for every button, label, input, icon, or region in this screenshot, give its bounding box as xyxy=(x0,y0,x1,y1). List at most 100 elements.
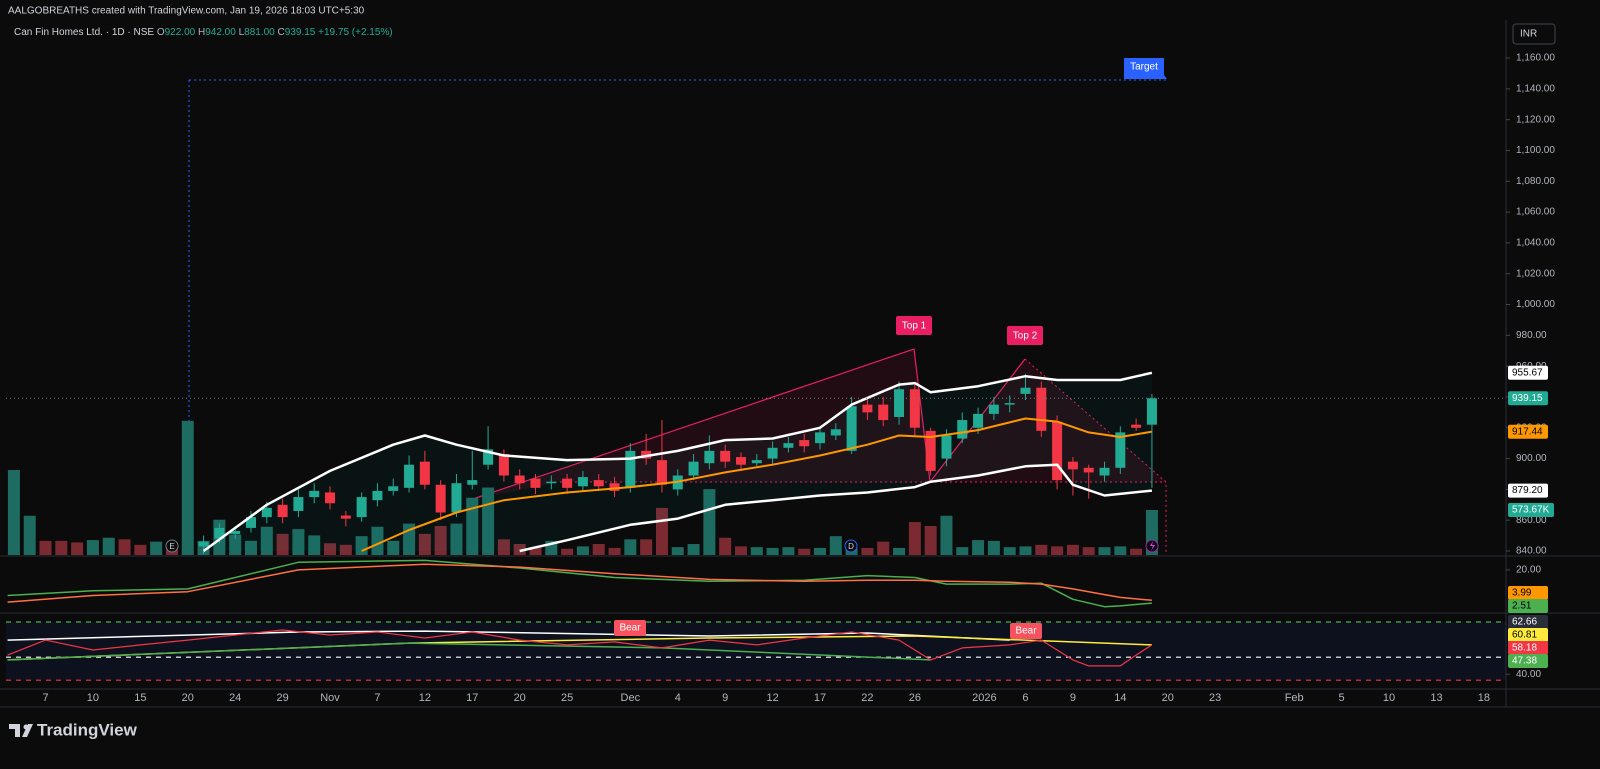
volume-bar xyxy=(450,523,463,555)
event-icon[interactable] xyxy=(165,539,179,553)
volume-bar xyxy=(134,544,147,555)
candle-body xyxy=(435,484,446,513)
volume-bar xyxy=(292,529,305,555)
y-tick-label: 1,000.00 xyxy=(1516,299,1555,310)
candle-body xyxy=(1004,403,1015,405)
candle-body xyxy=(656,460,667,485)
annotation: Bear xyxy=(1015,626,1037,637)
event-icon[interactable] xyxy=(844,539,858,553)
x-tick-label: 4 xyxy=(675,692,681,704)
candle-body xyxy=(230,530,241,535)
last-value-label: 58.18 xyxy=(1512,643,1537,654)
annotation-box xyxy=(614,620,646,636)
volume-bar xyxy=(687,544,700,555)
candle-body xyxy=(293,497,304,511)
candle-body xyxy=(562,478,573,488)
volume-bar xyxy=(86,540,99,555)
event-icon-text[interactable]: D xyxy=(848,542,854,551)
candle-body xyxy=(340,515,351,519)
last-value-box xyxy=(1508,614,1548,629)
volume-bar xyxy=(434,525,447,555)
candle-body xyxy=(1115,432,1126,468)
volume-bar xyxy=(671,547,684,555)
currency[interactable]: INR xyxy=(1520,29,1537,40)
volume-bar xyxy=(513,544,526,555)
volume-bar xyxy=(640,539,653,555)
candle-body xyxy=(830,429,841,436)
candle-body xyxy=(609,483,620,491)
candle-body xyxy=(720,450,731,462)
y-tick-label: 980.00 xyxy=(1516,330,1547,341)
volume-bar xyxy=(229,534,242,555)
axis-labels: 7 10 15 20 24 29 Nov 7 12 17 20 25 Dec 4 9 12 17 22 26 2026… xyxy=(42,53,1555,704)
last-value-box xyxy=(1508,653,1548,668)
candle-body xyxy=(309,490,320,498)
volume-bar xyxy=(766,547,779,555)
candle-body xyxy=(846,406,857,451)
volume-bar xyxy=(339,544,352,555)
symbol-legend: Can Fin Homes Ltd. · 1D · NSE O922.00 H9… xyxy=(14,27,393,38)
candle-body xyxy=(1099,467,1110,476)
candle-body xyxy=(688,461,699,476)
volume-bar xyxy=(1019,546,1032,555)
candle-body xyxy=(909,389,920,428)
y-tick-label: 1,160.00 xyxy=(1516,53,1555,64)
volume-bar xyxy=(497,539,510,555)
volume-bar xyxy=(1082,547,1095,555)
oscillator-pane xyxy=(7,559,1152,608)
candle-body xyxy=(514,475,525,484)
candle-body xyxy=(372,490,383,501)
x-tick-label: 15 xyxy=(134,692,146,704)
y-tick-label: 900.00 xyxy=(1516,453,1547,464)
volume-bar xyxy=(908,522,921,555)
volume-bar xyxy=(956,547,969,555)
volume-bar xyxy=(814,547,827,555)
volume-bar xyxy=(608,547,621,555)
x-tick-label: 12 xyxy=(419,692,431,704)
volume-bar xyxy=(719,537,732,555)
y-tick-label: 1,060.00 xyxy=(1516,207,1555,218)
candle-body xyxy=(1036,387,1047,431)
x-tick-label: Feb xyxy=(1285,692,1304,704)
candle-body xyxy=(245,517,256,528)
candle-body xyxy=(277,504,288,518)
y-tick-label: 860.00 xyxy=(1516,515,1547,526)
annotation: Top 1 xyxy=(902,321,927,332)
volume-bar xyxy=(893,547,906,555)
volume-bar xyxy=(1003,547,1016,555)
y-tick-label: 40.00 xyxy=(1516,669,1541,680)
indicator-line xyxy=(7,642,931,661)
currency-button[interactable] xyxy=(1512,23,1556,45)
candle-body xyxy=(261,507,272,518)
event-icon-text[interactable]: E xyxy=(169,542,174,551)
indicator-line xyxy=(7,629,1153,667)
x-tick-label: 7 xyxy=(374,692,380,704)
y-tick-label: 1,080.00 xyxy=(1516,176,1555,187)
x-tick-label: 13 xyxy=(1430,692,1442,704)
indicator-line xyxy=(519,463,1153,553)
x-tick-label: 26 xyxy=(909,692,921,704)
price-pane xyxy=(6,79,1506,555)
candle-body xyxy=(577,477,588,487)
last-value-label: 47.38 xyxy=(1512,656,1537,667)
x-tick-label: 24 xyxy=(229,692,241,704)
x-tick-label: 17 xyxy=(466,692,478,704)
volume-bar xyxy=(561,548,574,555)
volume-bar xyxy=(71,542,84,555)
candle-body xyxy=(1052,421,1063,481)
x-tick-label: Nov xyxy=(320,692,340,704)
x-tick-label: 5 xyxy=(1339,692,1345,704)
volume-bar xyxy=(418,533,431,555)
volume-bar xyxy=(798,548,811,555)
volume-bar xyxy=(260,526,273,555)
volume-label-box xyxy=(1508,503,1554,518)
candle-body xyxy=(404,464,415,488)
candle-body xyxy=(325,492,336,504)
y-tick-label: 1,140.00 xyxy=(1516,83,1555,94)
last-value-box xyxy=(1508,391,1548,406)
brand-logo xyxy=(23,724,29,730)
x-tick-label: 25 xyxy=(561,692,573,704)
volume-bar xyxy=(987,540,1000,555)
volume-bar xyxy=(1130,548,1143,555)
